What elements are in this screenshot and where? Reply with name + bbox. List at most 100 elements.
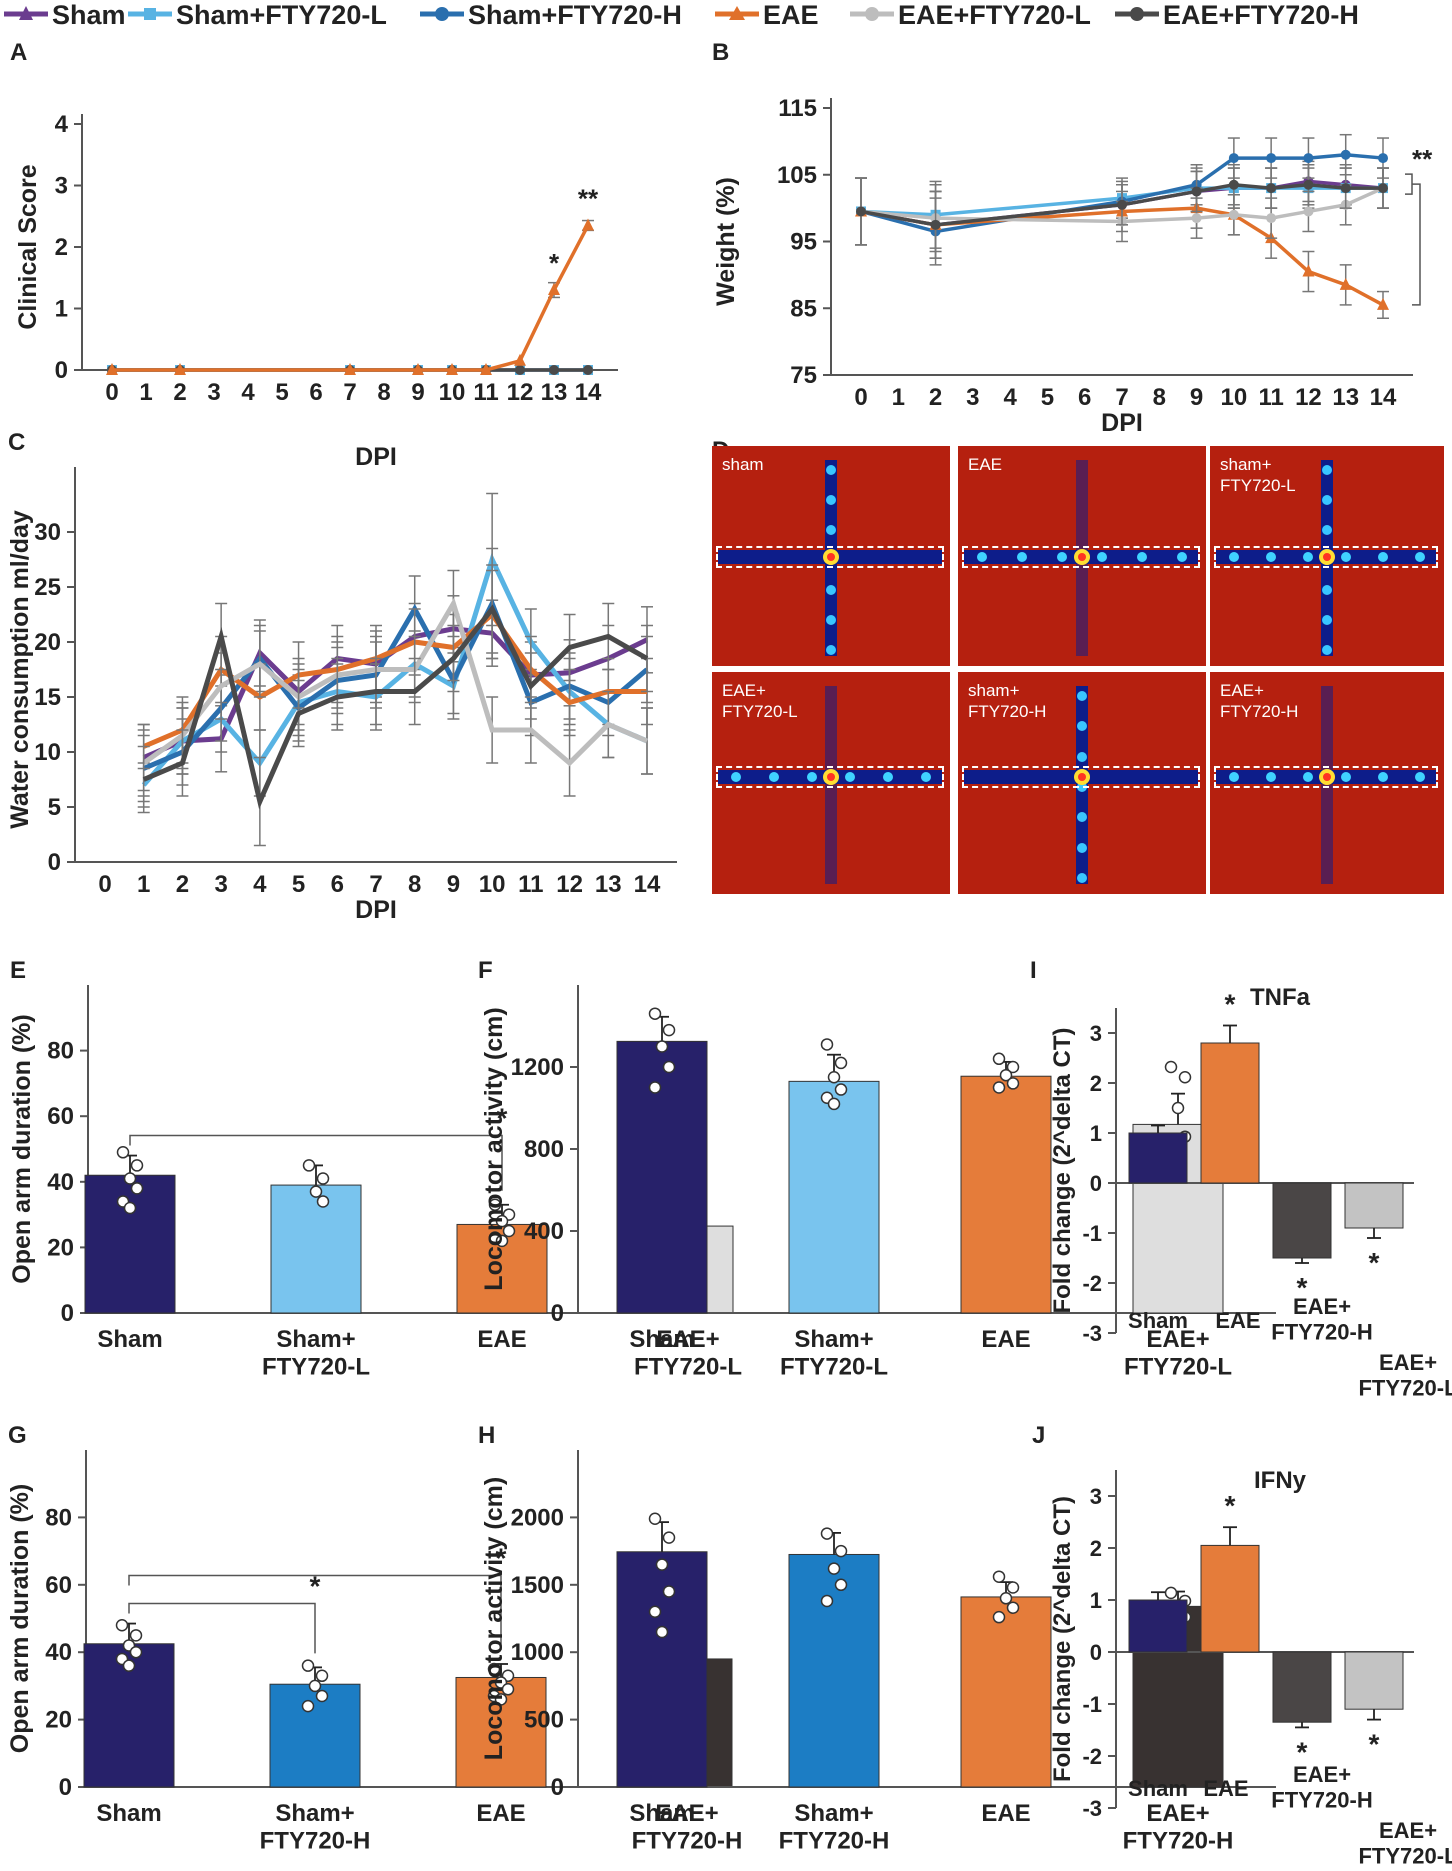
chart-title: DPI bbox=[355, 443, 397, 471]
data-point bbox=[487, 1662, 501, 1676]
category-label-line: Sham+ bbox=[276, 1326, 355, 1353]
open-arm-dashed-box bbox=[962, 546, 1200, 568]
data-point bbox=[834, 1578, 848, 1592]
data-point bbox=[1006, 1077, 1020, 1090]
category-label: EAE bbox=[1215, 1308, 1260, 1333]
heatmap-label: sham bbox=[722, 455, 764, 474]
data-point bbox=[1117, 199, 1127, 210]
series-line-sham-fty720-l bbox=[141, 552, 648, 787]
x-tick-label: 0 bbox=[98, 871, 111, 898]
data-point bbox=[129, 1645, 143, 1659]
data-point bbox=[344, 363, 356, 375]
chart-title: TNFa bbox=[1250, 984, 1311, 1011]
panel-letter-J: J bbox=[1032, 1422, 1045, 1449]
x-tick-label: 11 bbox=[473, 379, 498, 406]
x-tick-label: 12 bbox=[1295, 384, 1322, 411]
data-point bbox=[1266, 183, 1277, 194]
category-label-line: FTY720-H bbox=[779, 1828, 890, 1855]
data-point bbox=[1303, 153, 1314, 164]
data-point bbox=[655, 1558, 669, 1571]
data-point bbox=[106, 363, 118, 375]
y-tick-label: 0 bbox=[1090, 1640, 1102, 1665]
bar-1 bbox=[269, 1683, 361, 1788]
heatmap-hotspot bbox=[1303, 552, 1314, 562]
x-tick-label: 6 bbox=[331, 871, 344, 898]
data-point bbox=[820, 1038, 834, 1051]
category-label-line: FTY720-H bbox=[1271, 1319, 1372, 1344]
data-point bbox=[514, 353, 526, 366]
panel-j-ifny-chart: -3 -2 -1 0 1 2 3 Fold change (2^delta CT) IFNy Sh… bbox=[1049, 1467, 1452, 1868]
data-point bbox=[1303, 206, 1314, 217]
category-label-line: EAE+ bbox=[1146, 1800, 1209, 1827]
heatmap-hotspot bbox=[1078, 553, 1086, 561]
data-point bbox=[309, 1185, 323, 1198]
y-tick-label: 2000 bbox=[511, 1504, 564, 1531]
y-tick-label: 1200 bbox=[511, 1054, 564, 1081]
category-label: EAE+ FTY720-H bbox=[1123, 1800, 1234, 1855]
heatmap-label: EAE+ FTY720-L bbox=[722, 681, 798, 721]
data-point bbox=[856, 206, 866, 217]
y-tick-label: 20 bbox=[47, 1234, 74, 1261]
x-tick-label: 0 bbox=[105, 379, 118, 406]
heatmap-hotspot bbox=[1077, 691, 1087, 701]
heatmap-hotspot bbox=[883, 772, 893, 782]
y-tick-label: 95 bbox=[790, 229, 817, 256]
heatmap-hotspot bbox=[1078, 773, 1086, 781]
bar-1 bbox=[270, 1184, 362, 1314]
y-tick-label: 30 bbox=[34, 519, 61, 546]
category-label: EAE+ FTY720-L bbox=[634, 1326, 742, 1381]
heatmap-hotspot bbox=[769, 772, 779, 782]
bar-2 bbox=[1272, 1182, 1332, 1259]
data-point bbox=[827, 1562, 841, 1575]
heatmap-hotspot bbox=[1017, 552, 1027, 562]
category-label: EAE+ FTY720-L bbox=[1124, 1326, 1232, 1381]
heatmap-hotspot bbox=[1323, 553, 1331, 561]
data-point bbox=[992, 1570, 1006, 1583]
bar-2 bbox=[1272, 1651, 1332, 1723]
category-label-line: EAE+ bbox=[1379, 1818, 1437, 1843]
data-point bbox=[930, 219, 941, 230]
category-label: Sham+ FTY720-H bbox=[779, 1800, 890, 1855]
heatmap-hotspot bbox=[1322, 615, 1332, 625]
y-tick-label: -2 bbox=[1082, 1744, 1102, 1769]
category-label: Sham bbox=[629, 1326, 694, 1353]
bracket bbox=[1412, 183, 1421, 306]
category-label: EAE+ FTY720-H bbox=[632, 1800, 743, 1855]
heatmap-hotspot bbox=[827, 553, 835, 561]
category-label-line: FTY720-L bbox=[262, 1354, 370, 1381]
y-tick-label: 5 bbox=[48, 794, 61, 821]
y-axis-label: Locomotor activity (cm) bbox=[480, 1477, 508, 1760]
category-label: Sham bbox=[1128, 1776, 1188, 1801]
data-point bbox=[515, 365, 525, 375]
data-point bbox=[820, 1594, 834, 1608]
category-label: EAE bbox=[476, 1800, 525, 1827]
y-tick-label: 20 bbox=[34, 629, 61, 656]
heatmap-hotspot bbox=[826, 615, 836, 625]
heatmap-hotspot bbox=[1340, 552, 1351, 562]
panel-letter-A: A bbox=[10, 39, 27, 66]
heatmap-hotspot bbox=[1077, 873, 1087, 883]
data-point bbox=[1378, 153, 1388, 164]
data-point bbox=[1228, 153, 1239, 164]
data-point bbox=[992, 1081, 1006, 1094]
category-label-line: EAE+ bbox=[1146, 1326, 1209, 1353]
heatmap-hotspot bbox=[807, 772, 817, 782]
x-tick-label: 8 bbox=[408, 871, 421, 898]
data-point bbox=[122, 1659, 136, 1672]
data-point bbox=[582, 218, 594, 231]
category-label-line: FTY720-H bbox=[632, 1828, 743, 1855]
data-point bbox=[115, 1618, 129, 1632]
x-tick-label: 13 bbox=[541, 379, 568, 406]
legend-marker-1 bbox=[144, 8, 156, 20]
data-point bbox=[480, 363, 492, 375]
heatmap-label: sham+ FTY720-H bbox=[968, 681, 1047, 721]
bracket bbox=[1405, 173, 1413, 195]
heatmap-hotspot bbox=[845, 772, 855, 782]
x-axis-label: DPI bbox=[355, 896, 397, 924]
y-axis-label: Fold change (2^delta CT) bbox=[1049, 1496, 1076, 1782]
heatmap-hotspot bbox=[1322, 525, 1332, 535]
data-point bbox=[301, 1699, 315, 1713]
data-point bbox=[1228, 209, 1239, 220]
heatmap-hotspot bbox=[826, 585, 836, 595]
